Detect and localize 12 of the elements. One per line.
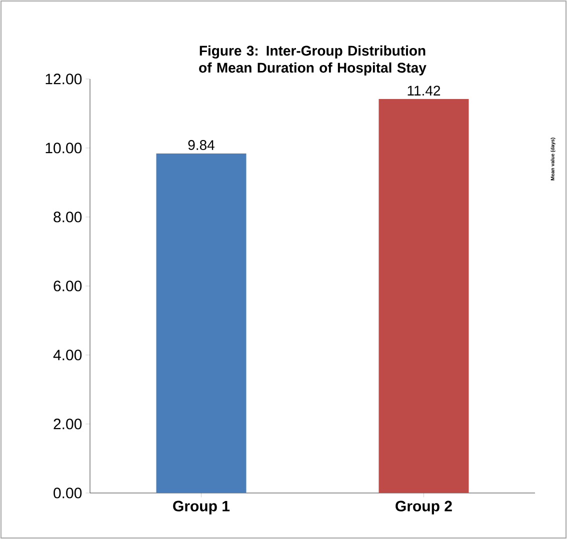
y-tick-label: 0.00 [54,488,82,498]
y-tick-label: 6.00 [54,280,82,292]
chart-title: Figure 3: Inter-Group Distribution of Mean Duration of Hospital Stay [199,45,426,76]
data-label: 9.84 [188,140,214,150]
y-tick-label: 4.00 [53,350,82,360]
x-tick-label: Group 1 [173,500,230,514]
x-tick-label: Group 2 [396,500,452,514]
y-tick-label: 8.00 [54,212,82,222]
y-tick-label: 10.00 [46,142,82,154]
data-label: 11.42 [408,86,440,96]
y-tick-label: 2.00 [54,418,82,430]
y-tick-label: 12.00 [46,74,82,84]
